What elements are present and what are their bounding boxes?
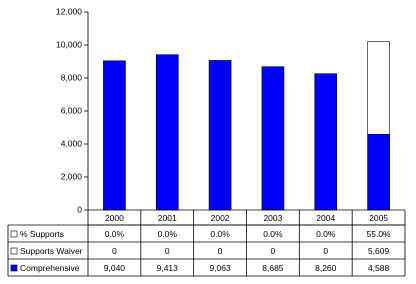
x-tick-label: 2004 bbox=[316, 213, 335, 223]
table-value: 9,040 bbox=[104, 263, 126, 273]
legend-key bbox=[10, 264, 18, 272]
table-value: 4,588 bbox=[368, 263, 390, 273]
y-tick-label: 4,000 bbox=[61, 138, 83, 148]
table-value: 0.0% bbox=[158, 229, 178, 239]
x-tick-label: 2002 bbox=[211, 213, 230, 223]
bar bbox=[103, 60, 126, 211]
bar bbox=[155, 54, 179, 211]
bar bbox=[367, 133, 390, 211]
table-value: 9,413 bbox=[157, 263, 179, 273]
legend-key bbox=[10, 247, 18, 255]
legend-label: % Supports bbox=[20, 229, 64, 239]
bar bbox=[367, 41, 390, 135]
y-tick-label: 8,000 bbox=[61, 72, 83, 82]
y-tick-label: 2,000 bbox=[61, 171, 83, 181]
y-tick-label: 12,000 bbox=[56, 6, 82, 16]
table-value: 55.0% bbox=[367, 229, 392, 239]
bar bbox=[261, 66, 285, 211]
table-value: 8,685 bbox=[262, 263, 284, 273]
x-tick-label: 2000 bbox=[105, 213, 124, 223]
x-tick-label: 2005 bbox=[369, 213, 388, 223]
table-value: 0 bbox=[218, 246, 223, 256]
table-value: 5,609 bbox=[368, 246, 390, 256]
table-value: 0.0% bbox=[263, 229, 283, 239]
legend-label: Supports Waiver bbox=[20, 246, 83, 256]
y-tick-label: 6,000 bbox=[61, 105, 83, 115]
x-tick-label: 2003 bbox=[263, 213, 282, 223]
table-value: 9,063 bbox=[209, 263, 231, 273]
y-tick-label: 0 bbox=[77, 204, 82, 214]
x-tick-label: 2001 bbox=[158, 213, 177, 223]
table-value: 0 bbox=[112, 246, 117, 256]
y-tick-label: 10,000 bbox=[56, 39, 82, 49]
table-value: 0 bbox=[271, 246, 276, 256]
legend-key bbox=[10, 230, 18, 238]
table-value: 0.0% bbox=[105, 229, 125, 239]
table-value: 0 bbox=[323, 246, 328, 256]
legend-label: Comprehensive bbox=[20, 263, 80, 273]
table-value: 0.0% bbox=[210, 229, 230, 239]
table-value: 0 bbox=[165, 246, 170, 256]
bar bbox=[208, 60, 232, 211]
bar bbox=[314, 73, 338, 211]
table-value: 0.0% bbox=[316, 229, 336, 239]
table-value: 8,260 bbox=[315, 263, 337, 273]
